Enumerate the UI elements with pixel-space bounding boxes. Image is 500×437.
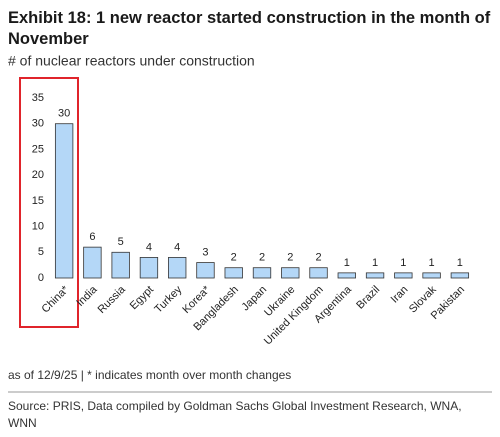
x-tick-label: Iran [389, 284, 411, 306]
y-tick-label: 0 [38, 272, 44, 284]
bar [196, 262, 215, 279]
note: as of 12/9/25 | * indicates month over m… [8, 368, 291, 382]
value-label: 1 [457, 257, 463, 269]
value-label: 5 [118, 236, 124, 248]
bar [168, 257, 187, 279]
value-label: 1 [344, 257, 350, 269]
chart-title: Exhibit 18: 1 new reactor started constr… [8, 9, 491, 48]
y-tick-label: 30 [32, 118, 44, 130]
bar [450, 272, 470, 279]
value-label: 30 [58, 108, 70, 120]
source: Source: PRIS, Data compiled by Goldman S… [8, 399, 462, 430]
bar [337, 272, 356, 279]
value-label: 4 [146, 241, 152, 253]
bar [252, 267, 272, 279]
y-tick-label: 25 [32, 143, 44, 155]
x-tick-label: Turkey [152, 283, 184, 315]
bar [224, 267, 243, 279]
value-label: 1 [372, 257, 378, 269]
value-label: 2 [287, 252, 293, 264]
y-tick-label: 15 [32, 195, 44, 207]
value-label: 2 [231, 252, 237, 264]
value-label: 2 [259, 252, 265, 264]
y-tick-label: 20 [32, 169, 44, 181]
x-tick-label: Russia [96, 283, 129, 316]
value-label: 1 [400, 257, 406, 269]
source-box: Source: PRIS, Data compiled by Goldman S… [8, 399, 462, 430]
bar [111, 251, 130, 279]
bar [281, 267, 300, 279]
value-label: 4 [174, 241, 180, 253]
value-label: 6 [89, 231, 95, 243]
bar [422, 272, 441, 279]
x-tick-label: China* [39, 283, 71, 315]
chart-subtitle: # of nuclear reactors under construction [8, 53, 255, 69]
title-box: Exhibit 18: 1 new reactor started constr… [8, 9, 491, 48]
bar [394, 272, 413, 279]
bar [309, 267, 328, 279]
y-tick-label: 35 [32, 92, 44, 104]
highlight-box [19, 77, 79, 328]
value-label: 1 [429, 257, 435, 269]
value-label: 3 [202, 246, 208, 258]
x-tick-label: Brazil [354, 284, 382, 312]
value-label: 2 [315, 252, 321, 264]
y-tick-label: 5 [38, 246, 44, 258]
y-tick-label: 10 [32, 220, 44, 232]
bar [365, 272, 385, 279]
bar [83, 246, 102, 279]
bar [139, 257, 159, 279]
bar [54, 123, 74, 279]
